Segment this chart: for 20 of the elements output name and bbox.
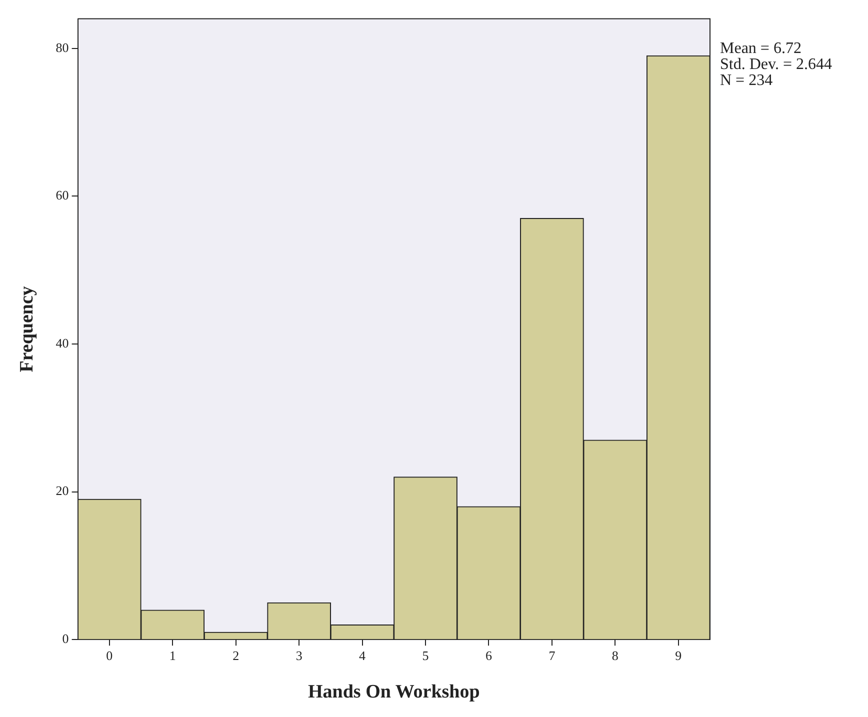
text: Mean = 6.72 xyxy=(720,40,802,58)
x-tick-label: 3 xyxy=(296,648,302,663)
x-tick-label: 0 xyxy=(106,648,113,663)
y-tick-label: 60 xyxy=(56,188,69,203)
text: Std. Dev. = 2.644 xyxy=(720,56,832,74)
text: N = 234 xyxy=(720,72,773,90)
x-tick-label: 5 xyxy=(422,648,429,663)
x-tick-label: 6 xyxy=(485,648,492,663)
x-tick-label: 8 xyxy=(612,648,618,663)
y-tick-label: 20 xyxy=(56,483,69,498)
y-tick-label: 40 xyxy=(56,335,69,350)
x-tick-label: 2 xyxy=(232,648,240,663)
x-tick-label: 7 xyxy=(548,648,556,663)
x-axis-title: Hands On Workshop xyxy=(308,682,480,703)
y-tick-label: 80 xyxy=(56,40,69,55)
y-tick-label: 0 xyxy=(62,631,69,646)
x-tick-label: 9 xyxy=(675,648,682,663)
x-tick-label: 4 xyxy=(359,648,366,663)
x-tick-label: 1 xyxy=(169,648,176,663)
y-axis-title: Frequency xyxy=(16,286,38,372)
